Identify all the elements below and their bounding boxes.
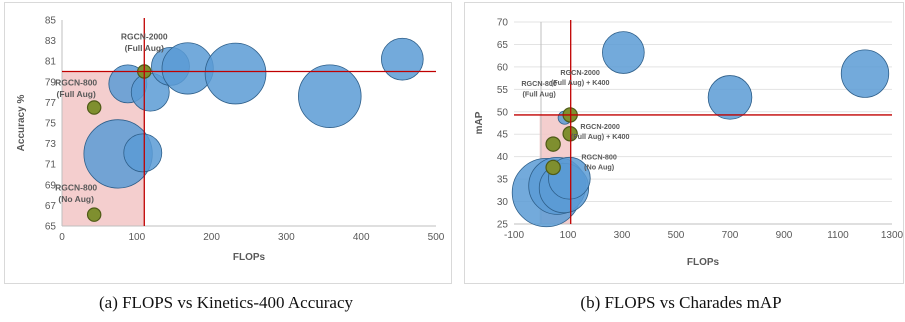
bubble-point xyxy=(381,37,424,81)
y-tick-label: 50 xyxy=(497,107,509,118)
x-tick-label: -100 xyxy=(504,230,524,241)
y-tick-label: 77 xyxy=(45,98,57,109)
y-tick-label: 35 xyxy=(497,175,509,186)
y-tick-label: 65 xyxy=(497,40,509,51)
y-tick-label: 45 xyxy=(497,130,509,141)
point-annotation: RGCN-800 xyxy=(521,79,557,88)
point-annotation: RGCN-2000 xyxy=(580,122,620,131)
bubble-point xyxy=(707,75,753,120)
y-axis-label: Accuracy % xyxy=(16,95,27,152)
highlight-point xyxy=(545,159,561,176)
x-tick-label: 300 xyxy=(278,232,295,243)
y-tick-label: 75 xyxy=(45,119,57,130)
caption-a: (a) FLOPS vs Kinetics-400 Accuracy xyxy=(98,293,353,312)
point-annotation: RGCN-2000 xyxy=(121,32,168,42)
y-tick-label: 65 xyxy=(45,222,57,233)
x-tick-label: 300 xyxy=(614,230,631,241)
y-tick-label: 60 xyxy=(497,62,509,73)
point-annotation: RGCN-800 xyxy=(55,183,97,193)
y-tick-label: 70 xyxy=(497,18,509,29)
y-tick-label: 71 xyxy=(45,160,57,171)
point-annotation: (Full Aug) xyxy=(56,89,96,99)
x-tick-label: 900 xyxy=(776,230,793,241)
y-tick-label: 30 xyxy=(497,197,509,208)
highlight-point xyxy=(545,136,561,152)
point-annotation: RGCN-2000 xyxy=(560,68,600,77)
bubble-point xyxy=(204,42,267,105)
y-tick-label: 40 xyxy=(497,152,509,163)
point-annotation: (Full Aug) xyxy=(125,43,165,53)
y-tick-label: 67 xyxy=(45,201,57,212)
point-annotation: (No Aug) xyxy=(584,163,615,172)
chart-panel-a: 0 100 200 300 400 500 65 67 69 71 73 75 77 79 81 83 85 FL… xyxy=(4,2,452,284)
point-annotation: RGCN-800 xyxy=(581,152,617,161)
y-tick-label: 25 xyxy=(497,220,509,231)
bubble-point xyxy=(123,133,163,173)
y-tick-label: 55 xyxy=(497,85,509,96)
x-tick-label: 700 xyxy=(722,230,739,241)
point-annotation: (Full Aug) xyxy=(523,89,557,98)
point-annotation: (No Aug) xyxy=(58,194,94,204)
bubble-chart-flops-vs-map: -100 100 300 500 700 900 1100 1300 25 30 35 40 45 50 5… xyxy=(464,2,904,284)
x-axis-label: FLOPs xyxy=(233,252,266,263)
point-annotation: RGCN-800 xyxy=(55,78,97,88)
highlight-point xyxy=(86,207,102,222)
chart-panel-b: -100 100 300 500 700 900 1100 1300 25 30 35 40 45 50 5… xyxy=(464,2,904,284)
y-tick-label: 73 xyxy=(45,139,57,150)
bubble-point xyxy=(298,64,362,128)
x-tick-label: 100 xyxy=(128,232,145,243)
caption-b: (b) FLOPS vs Charades mAP xyxy=(580,293,782,312)
y-tick-label: 69 xyxy=(45,180,57,191)
x-tick-label: 1300 xyxy=(881,230,904,241)
y-tick-label: 85 xyxy=(45,16,57,27)
x-tick-label: 1100 xyxy=(827,230,849,241)
point-annotation: (Full Aug) + K400 xyxy=(571,132,630,141)
x-tick-label: 500 xyxy=(428,232,445,243)
x-tick-label: 200 xyxy=(203,232,220,243)
x-tick-label: 400 xyxy=(353,232,370,243)
x-axis-label: FLOPs xyxy=(687,257,720,268)
chart-border xyxy=(464,2,904,284)
x-tick-label: 100 xyxy=(560,230,577,241)
point-annotation: (Full Aug) + K400 xyxy=(551,78,610,87)
y-tick-label: 79 xyxy=(45,77,57,88)
y-tick-label: 81 xyxy=(45,57,57,68)
x-tick-label: 500 xyxy=(668,230,685,241)
y-tick-label: 83 xyxy=(45,36,57,47)
bubble-point xyxy=(840,49,890,98)
x-tick-label: 0 xyxy=(59,232,65,243)
highlight-point xyxy=(86,100,102,115)
bubble-point xyxy=(602,31,645,74)
bubble-chart-flops-vs-accuracy: 0 100 200 300 400 500 65 67 69 71 73 75 77 79 81 83 85 FL… xyxy=(4,2,452,284)
y-axis-label: mAP xyxy=(474,111,485,134)
